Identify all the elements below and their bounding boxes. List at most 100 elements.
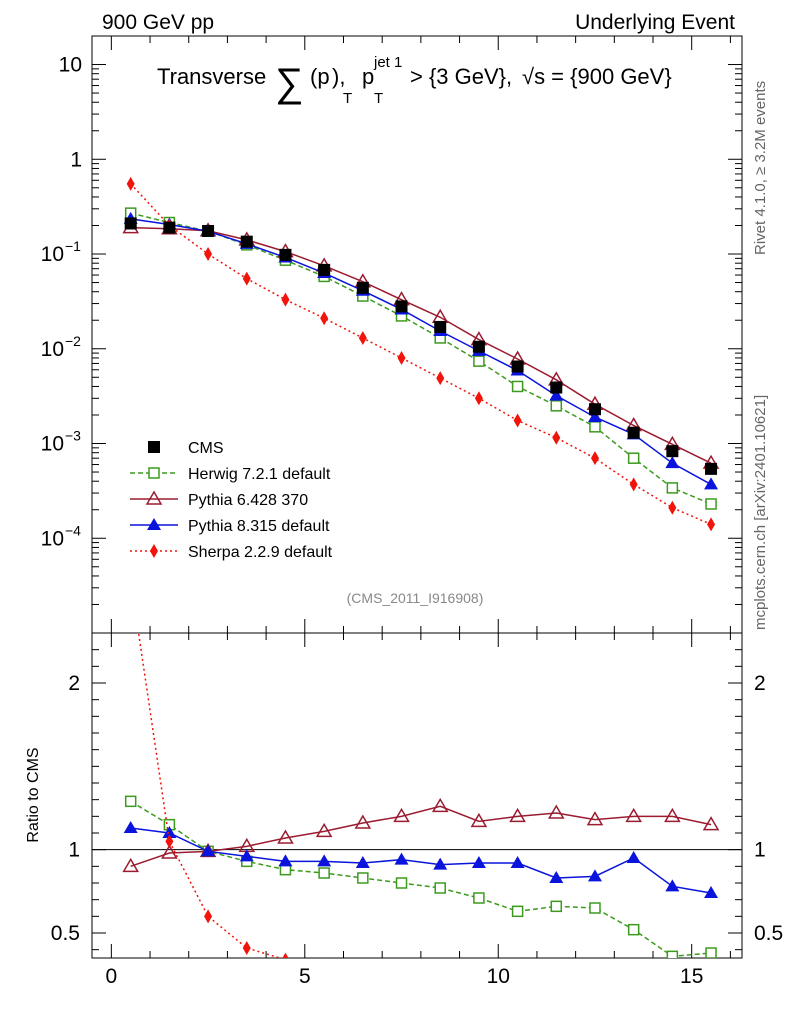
sherpa-2-2-9-default-ratio-point bbox=[514, 964, 522, 978]
pythia-6-428-370-ratio-point bbox=[586, 811, 604, 826]
rivet-version-label: Rivet 4.1.0, ≥ 3.2M events bbox=[752, 81, 769, 255]
x-tick-label: 10 bbox=[487, 965, 510, 988]
title-paren-close: ), bbox=[332, 64, 345, 89]
herwig-7-2-1-default-line bbox=[130, 212, 712, 505]
analysis-label: (CMS_2011_I916908) bbox=[347, 590, 484, 606]
herwig-7-2-1-default-ratio-point bbox=[434, 882, 446, 894]
cms-data-point bbox=[705, 462, 718, 475]
herwig-7-2-1-default-ratio-point bbox=[395, 877, 408, 889]
pythia-8-315-default-ratio-line bbox=[130, 827, 712, 894]
ratio-y-tick-label-right: 2 bbox=[754, 672, 766, 695]
pythia-8-315-default-ratio-point bbox=[201, 844, 216, 857]
title-paren-open: (p bbox=[310, 64, 330, 89]
main-y-tick-label: 10 bbox=[41, 433, 64, 456]
pythia-8-315-default-ratio-point bbox=[549, 871, 564, 883]
sherpa-2-2-9-default-point bbox=[126, 176, 135, 191]
x-tick-label: 5 bbox=[299, 965, 311, 988]
pythia-8-315-default-ratio-point bbox=[394, 852, 409, 865]
legend-marker bbox=[148, 441, 160, 453]
header-right: Underlying Event bbox=[575, 11, 735, 34]
main-y-tick-exponent: −2 bbox=[65, 333, 81, 349]
ratio-series-group bbox=[122, 573, 720, 980]
sherpa-2-2-9-default-point bbox=[474, 391, 483, 406]
sherpa-2-2-9-default-point bbox=[281, 292, 290, 307]
main-y-tick-label: 10 bbox=[41, 243, 64, 266]
cms-data-point bbox=[511, 360, 524, 373]
x-tick-label: 15 bbox=[680, 965, 703, 988]
plot-title: Transverse bbox=[157, 64, 266, 89]
mcplots-credit-label: mcplots.cern.ch [arXiv:2401.10621] bbox=[752, 395, 769, 630]
pythia-6-428-370-ratio-point bbox=[315, 822, 333, 838]
pythia-8-315-default-point bbox=[549, 388, 564, 401]
pythia-6-428-370-ratio-point bbox=[702, 816, 720, 831]
sherpa-2-2-9-default-line bbox=[130, 183, 712, 526]
sherpa-2-2-9-default-ratio-point bbox=[242, 941, 251, 955]
sherpa-2-2-9-default-ratio-point bbox=[398, 963, 406, 977]
sherpa-2-2-9-default-point bbox=[668, 500, 677, 515]
pythia-6-428-370-ratio-point bbox=[161, 844, 178, 859]
x-tick-label: 0 bbox=[106, 965, 118, 988]
pythia-8-315-default-ratio-point bbox=[471, 856, 486, 868]
herwig-7-2-1-default-point bbox=[705, 498, 717, 510]
herwig-7-2-1-default-ratio-point bbox=[318, 867, 330, 879]
herwig-7-2-1-default-ratio-point bbox=[357, 872, 369, 884]
cms-data-point bbox=[163, 221, 176, 234]
title-cut: > {3 GeV}, bbox=[410, 64, 512, 89]
legend-label: Herwig 7.2.1 default bbox=[188, 466, 331, 483]
sherpa-2-2-9-default-ratio-point bbox=[282, 952, 289, 958]
herwig-7-2-1-default-ratio-point bbox=[473, 892, 485, 904]
ratio-y-tick-label: 1 bbox=[68, 839, 80, 862]
title-energy: √s = {900 GeV} bbox=[522, 64, 672, 89]
sherpa-2-2-9-default-point bbox=[629, 477, 638, 492]
herwig-7-2-1-default-point bbox=[550, 400, 563, 412]
cms-data-point bbox=[240, 235, 253, 248]
cms-data-point bbox=[318, 263, 331, 276]
pythia-6-428-370-ratio-point bbox=[354, 814, 372, 829]
ratio-y-tick-label-right: 1 bbox=[754, 839, 766, 862]
cms-data-point bbox=[356, 281, 369, 294]
herwig-7-2-1-default-ratio-point bbox=[550, 900, 563, 913]
title-sub-t: T bbox=[343, 90, 352, 107]
pythia-8-315-default-point bbox=[665, 456, 680, 469]
sherpa-2-2-9-default-ratio-point bbox=[359, 961, 367, 975]
sherpa-2-2-9-default-point bbox=[397, 350, 406, 365]
cms-data-point bbox=[124, 217, 137, 230]
pythia-6-428-370-ratio-point bbox=[122, 857, 139, 873]
sherpa-2-2-9-default-point bbox=[513, 413, 522, 428]
main-x-axis bbox=[110, 36, 731, 633]
pythia-8-315-default-ratio-point bbox=[665, 879, 680, 892]
herwig-7-2-1-default-point bbox=[473, 355, 485, 367]
legend-label: Pythia 6.428 370 bbox=[188, 492, 308, 509]
sherpa-2-2-9-default-point bbox=[590, 451, 599, 466]
main-y-tick-exponent: −1 bbox=[65, 238, 81, 254]
ratio-frame bbox=[91, 632, 743, 959]
pythia-6-428-370-ratio-point bbox=[431, 797, 449, 813]
ratio-panel: 2 2 1 1 0.5 0.5 0 5 10 15 bbox=[51, 573, 783, 988]
sherpa-2-2-9-default-point bbox=[320, 311, 329, 326]
ratio-y-axis: 2 2 1 1 0.5 0.5 bbox=[51, 649, 783, 951]
pythia-6-428-370-ratio-point bbox=[393, 807, 410, 823]
pythia-6-428-370-ratio-point bbox=[470, 812, 488, 828]
sherpa-2-2-9-default-point bbox=[242, 271, 251, 286]
herwig-7-2-1-default-ratio-line bbox=[130, 800, 712, 958]
main-series-group bbox=[122, 176, 720, 532]
sherpa-2-2-9-default-ratio-point bbox=[707, 966, 715, 980]
pythia-8-315-default-ratio-point bbox=[433, 857, 448, 870]
herwig-7-2-1-default-ratio-point bbox=[511, 905, 524, 918]
ratio-axis-label: Ratio to CMS bbox=[25, 747, 42, 842]
pythia-8-315-default-ratio-point bbox=[317, 854, 332, 867]
ratio-x-axis: 0 5 10 15 bbox=[106, 633, 731, 988]
legend-marker bbox=[145, 490, 163, 505]
pythia-8-315-default-ratio-point bbox=[239, 849, 254, 862]
sherpa-2-2-9-default-ratio-point bbox=[323, 957, 325, 958]
pythia-6-428-370-ratio-point bbox=[547, 804, 565, 819]
pythia-6-428-370-ratio-point bbox=[664, 807, 681, 823]
herwig-7-2-1-default-point bbox=[589, 421, 601, 433]
sherpa-2-2-9-default-ratio-point bbox=[127, 573, 135, 587]
title-sub-t2: T bbox=[374, 90, 383, 107]
header-left: 900 GeV pp bbox=[102, 11, 214, 34]
cms-data-point bbox=[395, 300, 408, 313]
sherpa-2-2-9-default-point bbox=[436, 371, 445, 386]
pythia-8-315-default-point bbox=[587, 410, 602, 423]
